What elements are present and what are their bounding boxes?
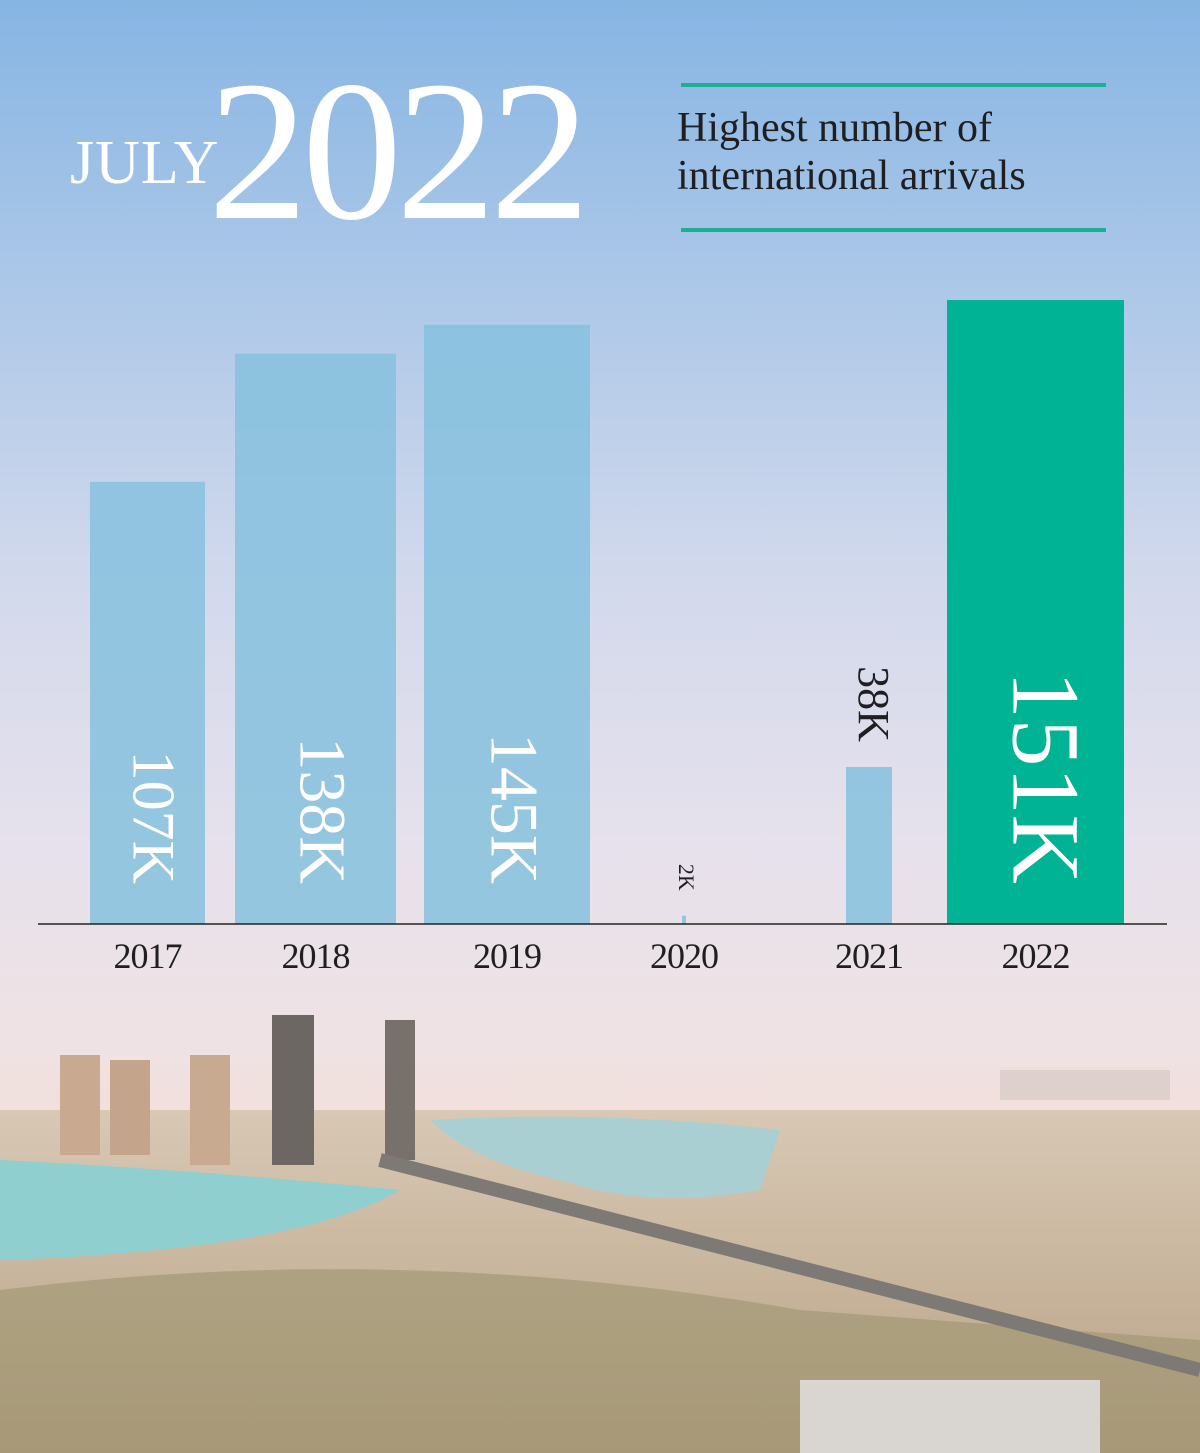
bar-2021: [846, 766, 892, 924]
x-tick-2020: 2020: [650, 936, 718, 976]
bar-2018: [235, 353, 396, 924]
top-rule: [681, 83, 1106, 87]
bar-label-2017: 107K: [121, 751, 187, 884]
bar-chart: 107K 2017 138K 2018 145K 2019 2K 2020 38K 2021 151…: [38, 300, 1167, 976]
x-tick-2021: 2021: [835, 936, 903, 976]
bar-2022: [947, 300, 1124, 924]
bar-label-2019: 145K: [476, 733, 552, 884]
bar-2017: [90, 481, 205, 924]
bar-label-2020: 2K: [674, 864, 699, 891]
x-tick-2019: 2019: [473, 936, 541, 976]
bar-label-2018: 138K: [285, 737, 358, 884]
x-tick-2022: 2022: [1002, 936, 1070, 976]
header-month: JULY: [70, 129, 220, 197]
x-tick-2017: 2017: [114, 936, 182, 976]
x-tick-2018: 2018: [282, 936, 350, 976]
bar-2019: [424, 324, 590, 925]
bottom-rule: [681, 228, 1106, 232]
bar-label-2021: 38K: [849, 666, 898, 742]
city-skyline-photo: [0, 1015, 1200, 1453]
bar-label-2022: 151K: [992, 671, 1099, 884]
subtitle-line-1: Highest number of: [677, 105, 992, 151]
header-year: 2022: [208, 41, 590, 262]
subtitle-line-2: international arrivals: [677, 153, 1026, 199]
subtitle: Highest number of international arrivals: [677, 104, 1026, 200]
bar-2020: [682, 915, 686, 924]
